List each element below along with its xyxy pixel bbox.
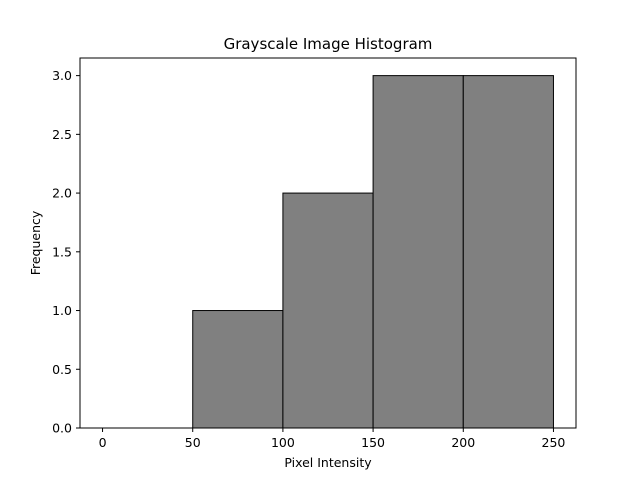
histogram-bar-1	[192, 310, 284, 429]
plot-frame	[79, 57, 577, 429]
histogram-bar-2	[282, 192, 374, 429]
histogram-bar-3	[372, 75, 464, 429]
x-axis-label: Pixel Intensity	[284, 455, 372, 470]
x-tick-label: 200	[451, 435, 475, 450]
y-tick-label: 2.0	[52, 186, 72, 201]
y-tick-label: 0.0	[52, 421, 72, 436]
chart-title: Grayscale Image Histogram	[224, 35, 433, 53]
y-axis-label: Frequency	[28, 210, 43, 275]
histogram-bars	[102, 75, 554, 429]
y-tick-label: 1.0	[52, 303, 72, 318]
x-tick-label: 150	[361, 435, 385, 450]
y-tick-label: 3.0	[52, 68, 72, 83]
x-axis: 0 50 100 150 200 250	[99, 428, 566, 450]
y-tick-label: 0.5	[52, 362, 72, 377]
y-tick-label: 2.5	[52, 127, 72, 142]
x-tick-label: 50	[185, 435, 201, 450]
x-tick-label: 0	[99, 435, 107, 450]
x-tick-label: 100	[271, 435, 295, 450]
y-axis: 0.0 0.5 1.0 1.5 2.0 2.5 3.0	[52, 68, 80, 436]
histogram-bar-4	[462, 75, 554, 429]
x-tick-label: 250	[542, 435, 566, 450]
y-tick-label: 1.5	[52, 244, 72, 259]
